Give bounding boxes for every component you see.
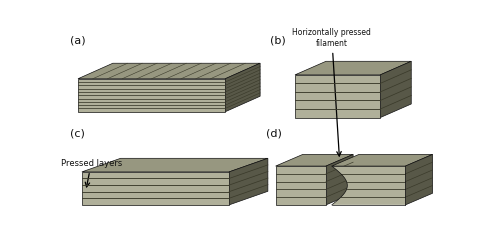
Polygon shape (332, 154, 432, 166)
Polygon shape (78, 63, 260, 79)
Polygon shape (332, 166, 406, 205)
Polygon shape (276, 166, 326, 205)
Polygon shape (326, 154, 353, 205)
Text: (d): (d) (266, 128, 282, 138)
Polygon shape (82, 172, 229, 205)
Polygon shape (78, 79, 225, 112)
Text: (b): (b) (270, 35, 285, 45)
Text: Pressed layers: Pressed layers (60, 159, 122, 187)
Polygon shape (295, 75, 380, 117)
Text: (a): (a) (70, 35, 86, 45)
Polygon shape (229, 158, 268, 205)
Polygon shape (225, 63, 260, 112)
Polygon shape (406, 154, 432, 205)
Text: Horizontally pressed
filament: Horizontally pressed filament (292, 28, 371, 156)
Polygon shape (295, 61, 411, 75)
Polygon shape (82, 158, 268, 172)
Polygon shape (276, 154, 353, 166)
Text: (c): (c) (70, 128, 85, 138)
Polygon shape (380, 61, 411, 117)
